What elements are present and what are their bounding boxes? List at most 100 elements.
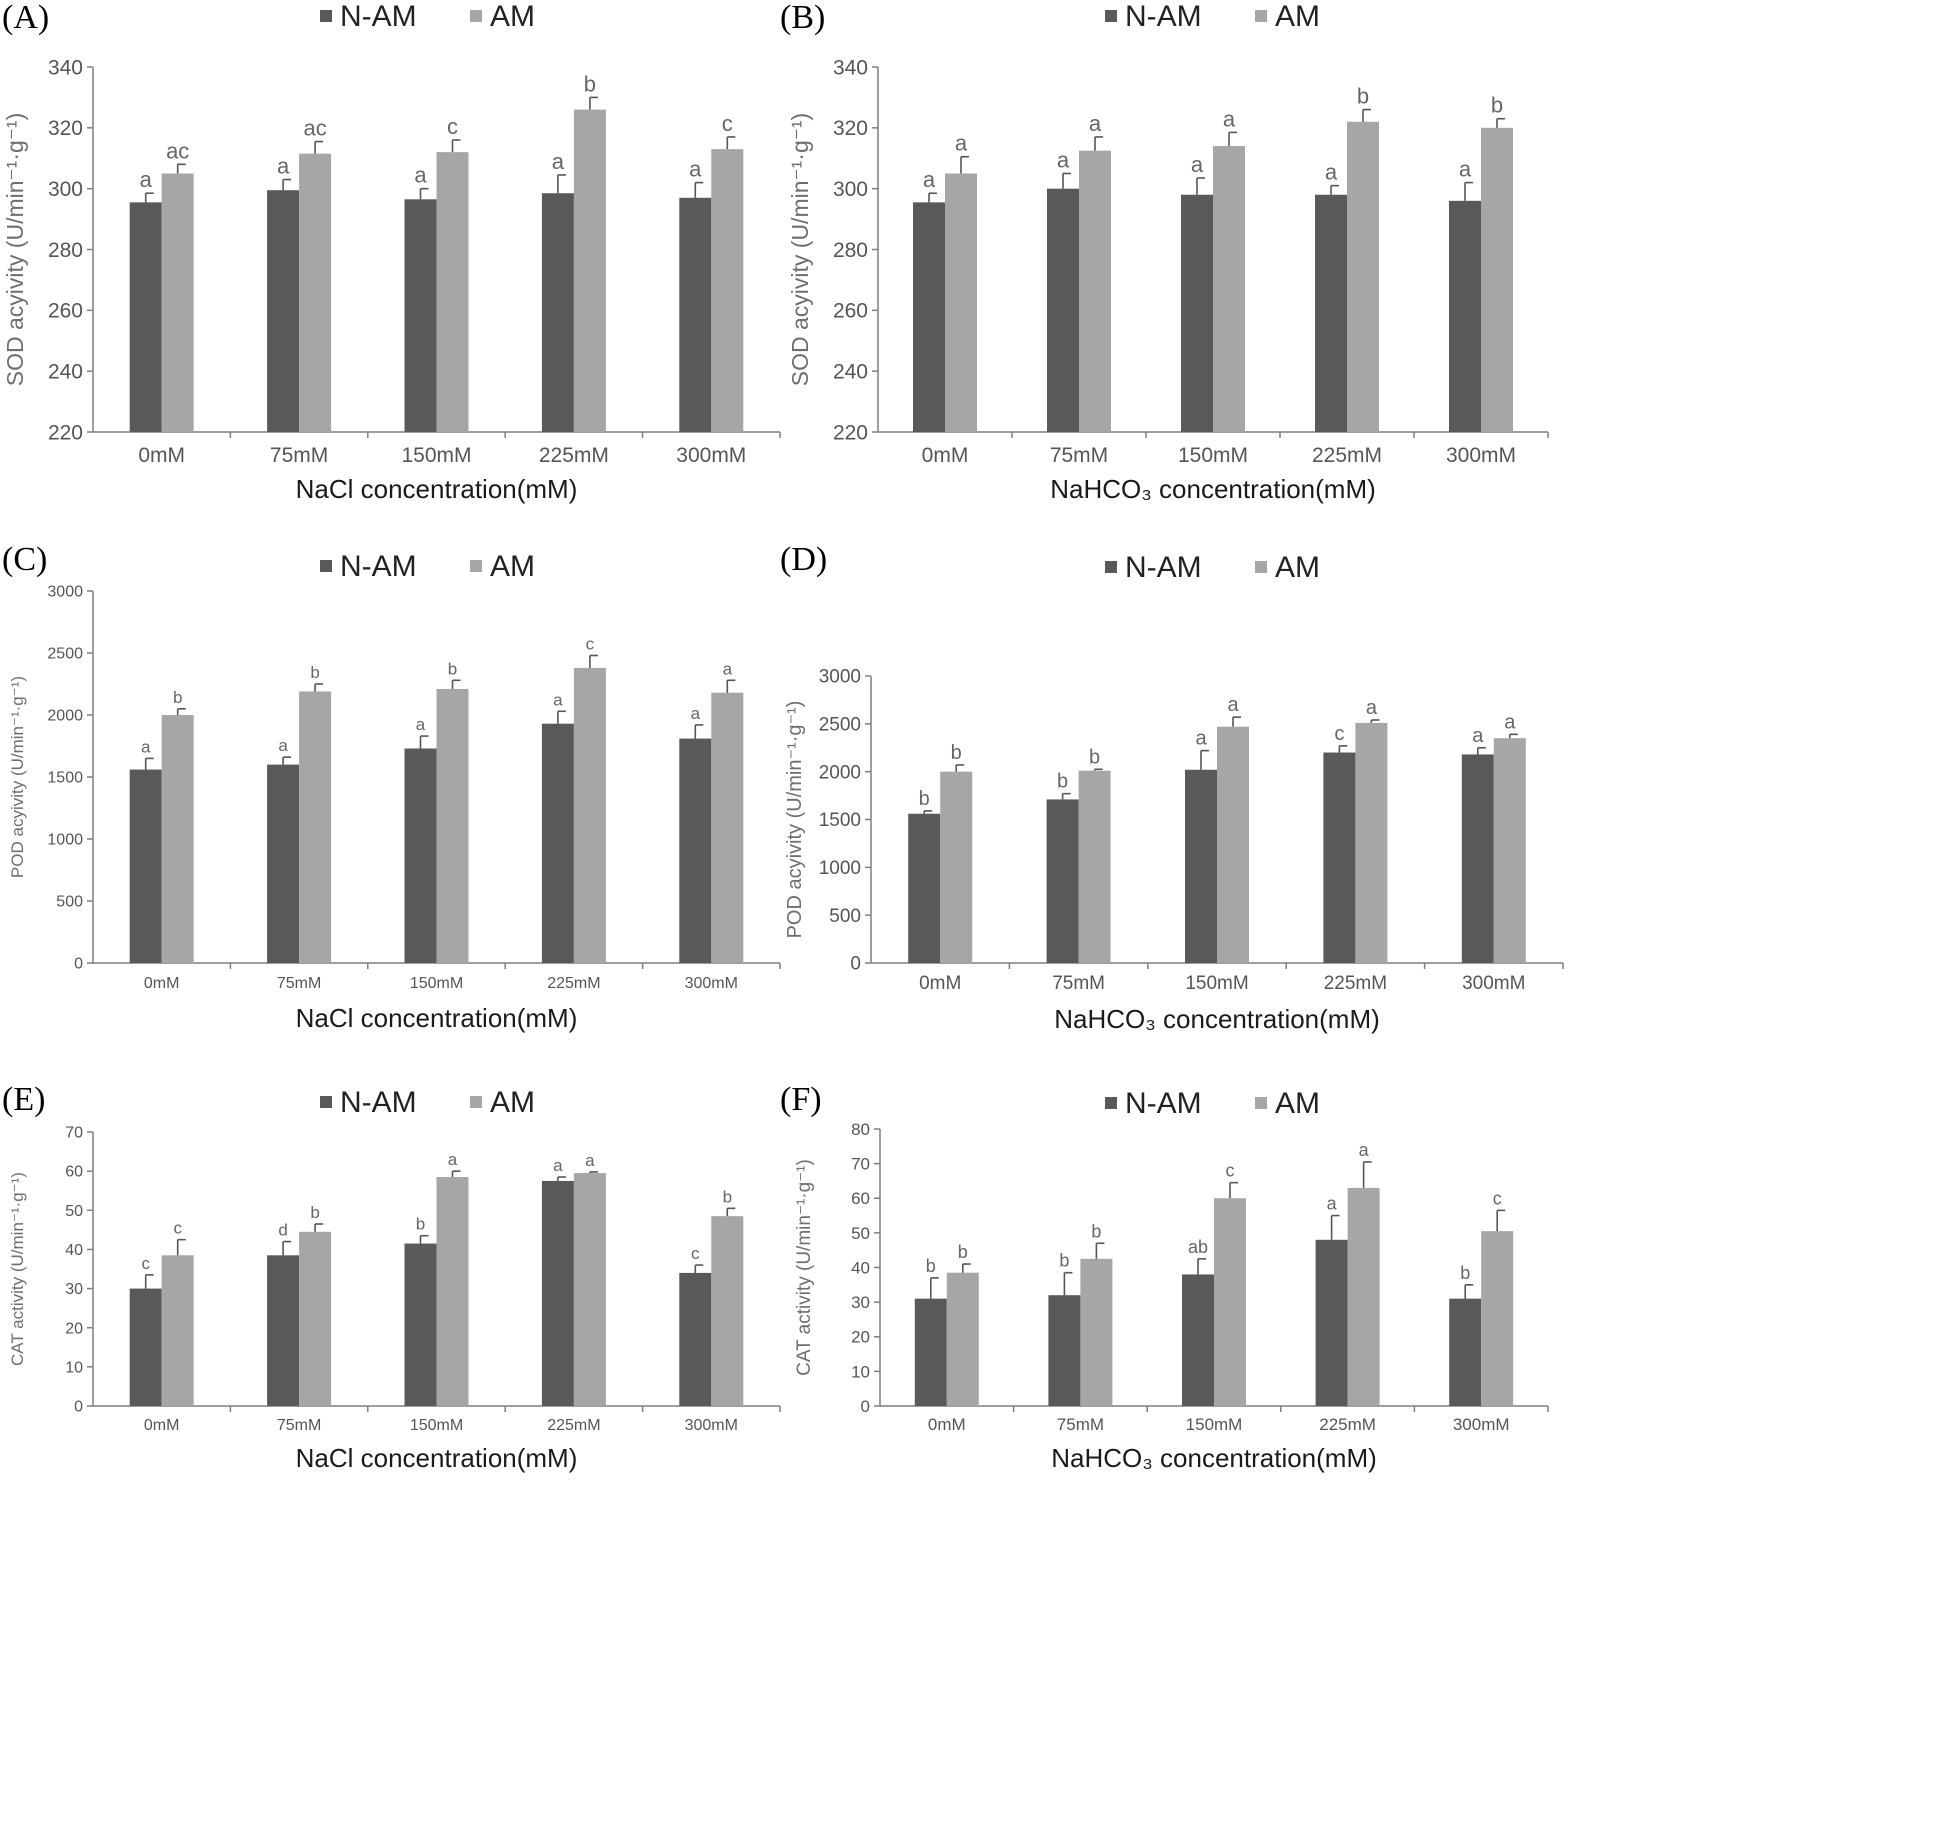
bar-n-am bbox=[913, 202, 945, 432]
bar-am bbox=[161, 173, 194, 433]
significance-letter: a bbox=[277, 154, 290, 179]
bar-am bbox=[1078, 770, 1111, 963]
x-tick-label: 75mM bbox=[277, 975, 321, 992]
significance-letter: b bbox=[926, 1256, 936, 1276]
y-tick-label: 60 bbox=[65, 1164, 83, 1181]
x-tick-label: 225mM bbox=[539, 444, 609, 467]
bar-n-am bbox=[129, 769, 162, 963]
y-axis-label: SOD acyivity (U/min⁻¹·g⁻¹) bbox=[787, 113, 813, 386]
significance-letter: b bbox=[1460, 1263, 1470, 1283]
significance-letter: a bbox=[416, 715, 426, 734]
y-tick-label: 280 bbox=[48, 239, 83, 262]
bar-am bbox=[436, 1177, 469, 1406]
significance-letter: a bbox=[1472, 725, 1484, 747]
y-tick-label: 30 bbox=[851, 1293, 870, 1312]
y-tick-label: 300 bbox=[48, 178, 83, 201]
y-tick-label: 1000 bbox=[47, 832, 83, 849]
y-tick-label: 320 bbox=[48, 117, 83, 140]
legend: N-AM AM bbox=[320, 1086, 535, 1119]
chart-panel: (E) N-AM AM 0 10 20 30 40 50 60 70 CAT activity (U/… bbox=[2, 1081, 781, 1473]
bar-am bbox=[940, 771, 973, 963]
panel-label: (F) bbox=[780, 1081, 822, 1118]
bar-am bbox=[1217, 726, 1249, 963]
y-tick-label: 60 bbox=[851, 1189, 870, 1208]
x-tick-label: 150mM bbox=[410, 1417, 463, 1434]
y-tick-label: 220 bbox=[48, 421, 83, 444]
bar-am bbox=[711, 692, 744, 963]
significance-letter: a bbox=[1359, 1140, 1370, 1160]
significance-letter: a bbox=[1366, 697, 1378, 719]
significance-letter: c bbox=[1493, 1188, 1502, 1208]
legend-swatch bbox=[320, 1096, 332, 1108]
bar-am bbox=[161, 715, 194, 963]
bar-am bbox=[1214, 1198, 1246, 1406]
legend-swatch bbox=[320, 560, 332, 572]
significance-letter: a bbox=[955, 131, 968, 156]
y-tick-label: 10 bbox=[851, 1362, 870, 1381]
bar-am bbox=[1347, 1187, 1380, 1406]
significance-letter: b bbox=[1357, 84, 1369, 109]
y-tick-label: 1000 bbox=[819, 858, 861, 879]
significance-letter: b bbox=[723, 1187, 732, 1206]
y-tick-label: 50 bbox=[65, 1203, 83, 1220]
significance-letter: b bbox=[1057, 771, 1068, 793]
legend-label: AM bbox=[1275, 1087, 1320, 1120]
x-tick-label: 225mM bbox=[1324, 973, 1387, 994]
bar-am bbox=[1079, 150, 1111, 433]
x-tick-label: 0mM bbox=[138, 444, 185, 467]
significance-letter: b bbox=[416, 1215, 425, 1234]
significance-letter: a bbox=[1327, 1194, 1338, 1214]
significance-letter: b bbox=[1089, 746, 1100, 768]
legend-swatch bbox=[1105, 1097, 1117, 1109]
y-tick-label: 500 bbox=[56, 894, 83, 911]
significance-letter: a bbox=[1504, 711, 1516, 733]
bar-am bbox=[436, 152, 469, 432]
y-axis-label: SOD acyivity (U/min⁻¹·g⁻¹) bbox=[2, 113, 28, 386]
chart-panel: (F) N-AM AM 0 10 20 30 40 50 60 70 80 CAT activity (… bbox=[780, 1081, 1549, 1473]
significance-letter: c bbox=[447, 114, 458, 139]
x-tick-label: 300mM bbox=[1453, 1415, 1510, 1434]
bar-n-am bbox=[1181, 194, 1213, 432]
significance-letter: a bbox=[553, 690, 563, 709]
y-tick-label: 10 bbox=[65, 1359, 83, 1376]
y-tick-label: 2000 bbox=[819, 762, 861, 783]
x-tick-label: 300mM bbox=[685, 975, 738, 992]
bar-am bbox=[573, 109, 606, 432]
x-tick-label: 225mM bbox=[547, 975, 600, 992]
significance-letter: a bbox=[1195, 728, 1207, 750]
significance-letter: a bbox=[1223, 106, 1236, 131]
bar-n-am bbox=[914, 1298, 947, 1406]
chart-panel: (A) N-AM AM 220 240 260 280 300 320 340 SOD acyivi… bbox=[2, 0, 781, 504]
bar-am bbox=[1213, 146, 1245, 433]
x-tick-label: 0mM bbox=[919, 973, 961, 994]
x-tick-label: 225mM bbox=[1319, 1415, 1376, 1434]
legend-label: N-AM bbox=[1125, 551, 1202, 584]
y-tick-label: 1500 bbox=[47, 770, 83, 787]
x-tick-label: 225mM bbox=[547, 1417, 600, 1434]
bar-n-am bbox=[1048, 1295, 1081, 1406]
x-tick-label: 0mM bbox=[928, 1415, 966, 1434]
y-tick-label: 260 bbox=[833, 300, 868, 323]
x-tick-label: 300mM bbox=[1462, 973, 1525, 994]
y-tick-label: 40 bbox=[851, 1258, 870, 1277]
legend-swatch bbox=[1105, 10, 1117, 22]
significance-letter: a bbox=[923, 167, 936, 192]
x-tick-label: 75mM bbox=[270, 444, 328, 467]
bar-n-am bbox=[679, 738, 712, 963]
x-tick-label: 0mM bbox=[144, 1417, 180, 1434]
y-tick-label: 3000 bbox=[819, 667, 861, 688]
significance-letter: b bbox=[1091, 1221, 1101, 1241]
legend-label: AM bbox=[490, 550, 535, 583]
bar-am bbox=[299, 153, 332, 432]
bar-n-am bbox=[129, 202, 162, 432]
panel-label: (E) bbox=[2, 1081, 45, 1118]
bar-am bbox=[1347, 121, 1379, 432]
significance-letter: b bbox=[310, 1203, 319, 1222]
significance-letter: b bbox=[951, 742, 962, 764]
legend: N-AM AM bbox=[320, 0, 535, 33]
legend-label: AM bbox=[1275, 551, 1320, 584]
significance-letter: b bbox=[310, 663, 319, 682]
legend-label: N-AM bbox=[1125, 0, 1202, 33]
significance-letter: a bbox=[1459, 157, 1472, 182]
bar-am bbox=[299, 691, 332, 963]
